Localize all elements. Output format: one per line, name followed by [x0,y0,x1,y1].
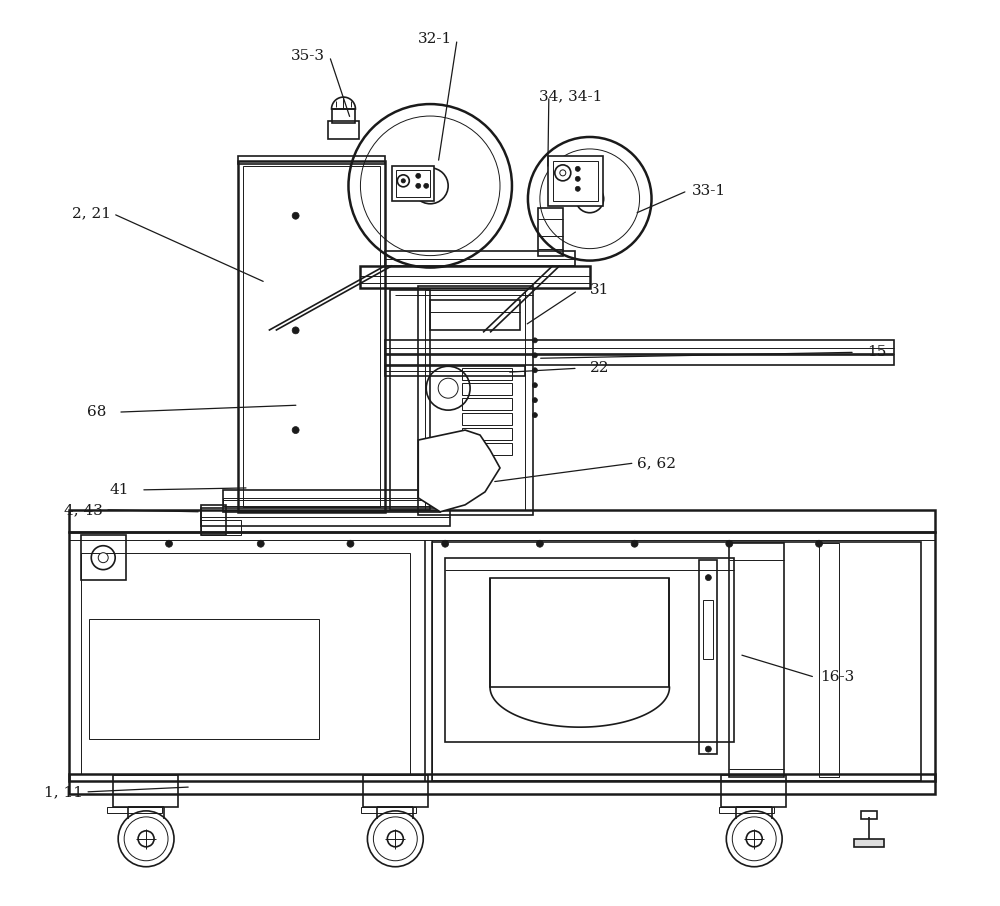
Bar [385,251,575,265]
Circle shape [532,412,537,418]
Bar [332,109,355,123]
Circle shape [416,173,421,178]
Bar [721,775,786,807]
Text: 4, 43: 4, 43 [64,503,103,516]
Circle shape [257,540,264,547]
Bar [703,600,713,660]
Circle shape [292,327,299,334]
Bar [113,775,178,807]
Bar [69,774,935,794]
Bar [490,578,669,688]
Bar [854,839,884,847]
Bar [201,508,450,525]
Circle shape [575,187,580,191]
Circle shape [532,398,537,402]
Bar [243,166,380,506]
Circle shape [424,183,429,188]
Bar [385,341,894,354]
Bar [385,366,525,376]
Circle shape [705,574,711,581]
Bar [548,156,603,206]
Bar [81,535,126,580]
Bar [69,510,935,532]
Bar [392,166,434,201]
Bar [418,285,533,515]
Bar [223,490,440,512]
Bar [699,560,717,754]
Bar [201,505,226,535]
Bar [81,553,410,774]
Text: 41: 41 [109,483,129,496]
Bar [238,156,385,164]
Bar [538,207,563,255]
Bar [396,169,430,197]
Text: 15: 15 [867,345,887,360]
Text: 6, 62: 6, 62 [637,456,676,470]
Bar [385,355,894,365]
Circle shape [532,368,537,372]
Bar [430,301,520,331]
Text: 22: 22 [590,361,609,375]
Circle shape [98,553,108,563]
Text: 35-3: 35-3 [291,49,325,63]
Circle shape [631,540,638,547]
Circle shape [575,167,580,171]
Bar [462,368,512,381]
Text: 2, 21: 2, 21 [72,207,111,221]
Bar [360,265,590,287]
Text: 34, 34-1: 34, 34-1 [539,89,602,103]
Text: 68: 68 [87,405,106,419]
Text: 33-1: 33-1 [692,184,726,198]
Circle shape [166,540,173,547]
Bar [69,532,935,781]
Bar [462,443,512,455]
Circle shape [401,178,405,183]
Bar [462,428,512,440]
Bar [223,498,440,506]
Text: 1, 11: 1, 11 [44,785,83,799]
Bar [819,543,839,777]
Circle shape [726,540,733,547]
Bar [462,413,512,425]
Bar [462,383,512,395]
Bar [729,543,784,777]
Circle shape [292,427,299,434]
Bar [89,620,319,739]
Circle shape [416,183,421,188]
Bar [445,558,734,742]
Text: 31: 31 [590,284,609,297]
Text: 16-3: 16-3 [820,670,854,684]
Text: 32-1: 32-1 [418,33,452,46]
Circle shape [705,747,711,752]
Bar [328,121,359,139]
Polygon shape [418,430,500,512]
Circle shape [292,212,299,219]
Circle shape [816,540,823,547]
Bar [361,807,416,813]
Circle shape [347,540,354,547]
Circle shape [575,177,580,181]
Bar [363,775,428,807]
Bar [201,520,241,535]
Bar [553,161,598,201]
Bar [719,807,774,813]
Bar [425,291,525,510]
Bar [107,807,162,813]
Bar [462,398,512,410]
Circle shape [532,338,537,342]
Bar [390,291,430,510]
Bar [238,161,385,512]
Bar [861,811,877,819]
Circle shape [536,540,543,547]
Bar [432,542,921,781]
Bar [69,532,935,540]
Circle shape [532,382,537,388]
Circle shape [442,540,449,547]
Circle shape [532,352,537,358]
